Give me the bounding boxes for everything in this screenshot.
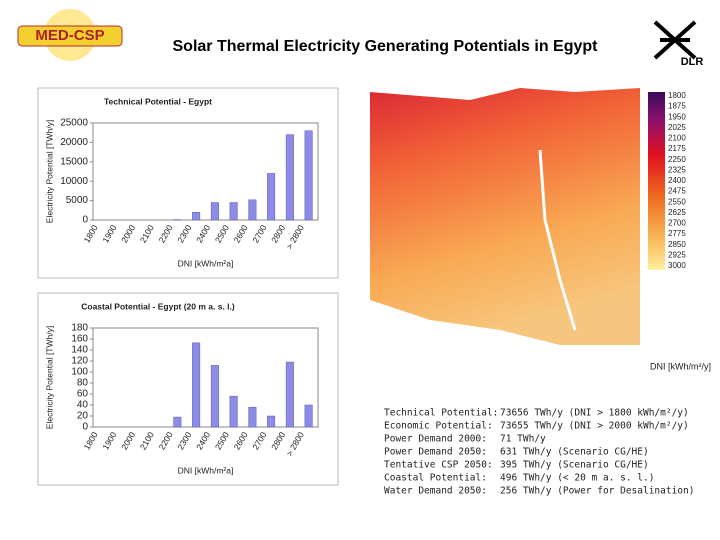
colorbar-label: 2400	[668, 176, 686, 185]
x-axis-label: DNI [kWh/m²a]	[178, 465, 234, 475]
y-tick-label: 100	[71, 367, 88, 378]
y-tick-label: 180	[71, 323, 88, 334]
y-tick-label: 5000	[66, 195, 89, 206]
bar	[229, 395, 238, 428]
y-tick-label: 0	[82, 215, 88, 226]
bar	[210, 202, 219, 221]
plot-area	[92, 122, 319, 221]
y-tick-label: 0	[82, 422, 88, 433]
bar	[173, 416, 182, 428]
stat-label: Technical Potential:	[384, 408, 498, 419]
chart-title: Technical Potential - Egypt	[104, 96, 212, 106]
colorbar-label: 2550	[668, 197, 686, 206]
colorbar-label: 2100	[668, 134, 686, 143]
y-tick-label: 20	[77, 411, 89, 422]
y-axis-label: Electricity Potential [TWh/y]	[44, 120, 54, 223]
stat-label: Coastal Potential:	[384, 473, 487, 484]
colorbar-label: 2025	[668, 123, 686, 132]
colorbar-label: 2925	[668, 250, 686, 259]
stat-value: 256 TWh/y (Power for Desalination)	[500, 486, 694, 497]
plot-area	[92, 327, 319, 428]
stat-label: Economic Potential:	[384, 421, 493, 432]
colorbar-label: 2700	[668, 219, 686, 228]
bar	[267, 173, 276, 221]
y-tick-label: 120	[71, 356, 88, 367]
stat-value: 73655 TWh/y (DNI > 2000 kWh/m²/y)	[500, 421, 689, 432]
stat-value: 73656 TWh/y (DNI > 1800 kWh/m²/y)	[500, 408, 689, 419]
bar	[248, 199, 257, 221]
stat-label: Tentative CSP 2050:	[384, 460, 493, 471]
stat-value: 631 TWh/y (Scenario CG/HE)	[500, 447, 649, 458]
bar	[229, 202, 238, 221]
chart-title: Coastal Potential - Egypt (20 m a. s. l.…	[81, 301, 235, 311]
bar	[285, 134, 294, 221]
colorbar-label: 2175	[668, 144, 686, 153]
colorbar-label: 2475	[668, 187, 686, 196]
y-tick-label: 10000	[60, 176, 88, 187]
colorbar-label: 1950	[668, 112, 686, 121]
logo-right: DLR	[653, 20, 704, 68]
y-tick-label: 15000	[60, 156, 88, 167]
y-tick-label: 160	[71, 334, 88, 345]
bar	[304, 130, 313, 221]
x-axis-label: DNI [kWh/m²a]	[178, 258, 234, 268]
bar	[285, 361, 294, 428]
bar	[192, 342, 201, 428]
logo-left: MED-CSP	[17, 9, 123, 61]
colorbar-label: 2325	[668, 165, 686, 174]
logo-text: DLR	[681, 56, 704, 68]
stat-label: Power Demand 2000:	[384, 434, 487, 445]
colorbar-label: 2250	[668, 155, 686, 164]
colorbar	[648, 92, 665, 270]
colorbar-label: 2625	[668, 208, 686, 217]
colorbar-label: 1800	[668, 91, 686, 100]
y-tick-label: 60	[77, 389, 89, 400]
bar	[210, 365, 219, 428]
y-tick-label: 40	[77, 400, 89, 411]
bar	[248, 406, 257, 428]
map-unit-label: DNI [kWh/m²/y]	[650, 361, 711, 371]
stat-value: 496 TWh/y (< 20 m a. s. l.)	[500, 473, 654, 484]
bar	[192, 211, 201, 221]
y-axis-label: Electricity Potential [TWh/y]	[44, 326, 54, 429]
colorbar-label: 2850	[668, 240, 686, 249]
y-tick-label: 140	[71, 345, 88, 356]
stat-label: Power Demand 2050:	[384, 447, 487, 458]
colorbar-label: 3000	[668, 261, 686, 270]
bar	[267, 415, 276, 428]
stat-value: 71 TWh/y	[500, 434, 546, 445]
colorbar-label: 2775	[668, 229, 686, 238]
slide-title: Solar Thermal Electricity Generating Pot…	[173, 38, 599, 55]
y-tick-label: 80	[77, 378, 89, 389]
stat-value: 395 TWh/y (Scenario CG/HE)	[500, 460, 649, 471]
y-tick-label: 20000	[60, 137, 88, 148]
y-tick-label: 25000	[60, 118, 88, 129]
bar	[304, 404, 313, 428]
map	[370, 88, 640, 345]
logo-text: MED-CSP	[35, 27, 104, 44]
stat-label: Water Demand 2050:	[384, 486, 487, 497]
colorbar-label: 1875	[668, 102, 686, 111]
